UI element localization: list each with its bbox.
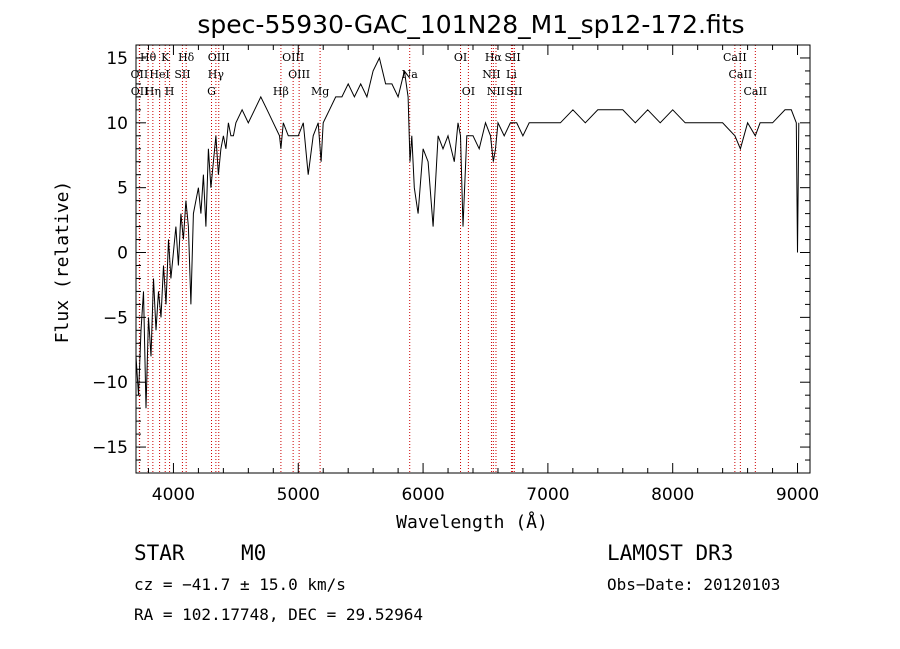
- spectral-line-label: CaII: [743, 85, 767, 98]
- spectral-line-label: H: [165, 85, 175, 98]
- spectral-line-label: HeI: [149, 68, 169, 81]
- y-tick-label: −5: [103, 308, 128, 328]
- object-class: STAR: [134, 541, 185, 565]
- spectral-line-label: NII: [487, 85, 505, 98]
- spectrum-line: [135, 56, 800, 409]
- plot-frame: [135, 44, 811, 474]
- spectral-line-label: SII: [506, 85, 522, 98]
- spectral-line-label: OIII: [282, 51, 304, 64]
- y-axis-ticks: −15 −10 −5 0 5 10 15: [92, 44, 810, 461]
- y-tick-label: −15: [92, 438, 128, 458]
- spectral-line-label: OI: [454, 51, 467, 64]
- spectral-line-label: SII: [504, 51, 520, 64]
- x-axis-label: Wavelength (Å): [396, 511, 548, 533]
- y-tick-label: −10: [92, 373, 128, 393]
- y-tick-label: 15: [106, 49, 128, 69]
- spectral-line-label: Li: [506, 68, 517, 81]
- y-tick-label: 0: [117, 244, 128, 264]
- spectral-line-label: G: [207, 85, 216, 98]
- x-tick-label: 5000: [277, 485, 320, 505]
- x-tick-label: 7000: [526, 485, 569, 505]
- observation-date: Obs−Date: 20120103: [607, 575, 780, 594]
- x-tick-label: 9000: [776, 485, 819, 505]
- spectral-line-label: NII: [482, 68, 500, 81]
- spectral-line-label: OII: [131, 85, 149, 98]
- spectral-line-label: Hδ: [178, 51, 195, 64]
- spectral-line-label: OIII: [288, 68, 310, 81]
- spectral-line-label: SII: [174, 68, 190, 81]
- spectral-line-label: Hβ: [273, 85, 289, 98]
- x-tick-label: 8000: [651, 485, 694, 505]
- chart-title: spec-55930-GAC_101N28_M1_sp12-172.fits: [197, 10, 744, 39]
- spectral-line-label: OII: [131, 68, 149, 81]
- x-tick-label: 6000: [401, 485, 444, 505]
- spectral-line-label: CaII: [723, 51, 747, 64]
- y-axis-label: Flux (relative): [52, 181, 73, 344]
- spectral-line-label: Hη: [145, 85, 161, 98]
- x-tick-label: 4000: [152, 485, 195, 505]
- spectral-line-label: K: [161, 51, 170, 64]
- y-tick-label: 10: [106, 114, 128, 134]
- spectral-line-label: Mg: [311, 85, 329, 98]
- y-tick-label: 5: [117, 179, 128, 199]
- spectral-line-label: OIII: [208, 51, 230, 64]
- x-axis-ticks: 4000 5000 6000 7000 8000 9000: [147, 45, 819, 505]
- spectral-line-label: CaII: [729, 68, 753, 81]
- survey-name: LAMOST DR3: [607, 541, 733, 565]
- redshift-velocity: cz = −41.7 ± 15.0 km/s: [134, 575, 346, 594]
- spectral-line-label: Hθ: [140, 51, 157, 64]
- coordinates: RA = 102.17748, DEC = 29.52964: [134, 605, 423, 624]
- spectral-line-label: Na: [402, 68, 419, 81]
- spectral-line-label: OI: [462, 85, 475, 98]
- spectral-line-label: Hα: [485, 51, 503, 64]
- spectral-line-label: Hγ: [208, 68, 225, 81]
- object-subclass: M0: [241, 541, 266, 565]
- spectral-line-markers: [138, 45, 756, 473]
